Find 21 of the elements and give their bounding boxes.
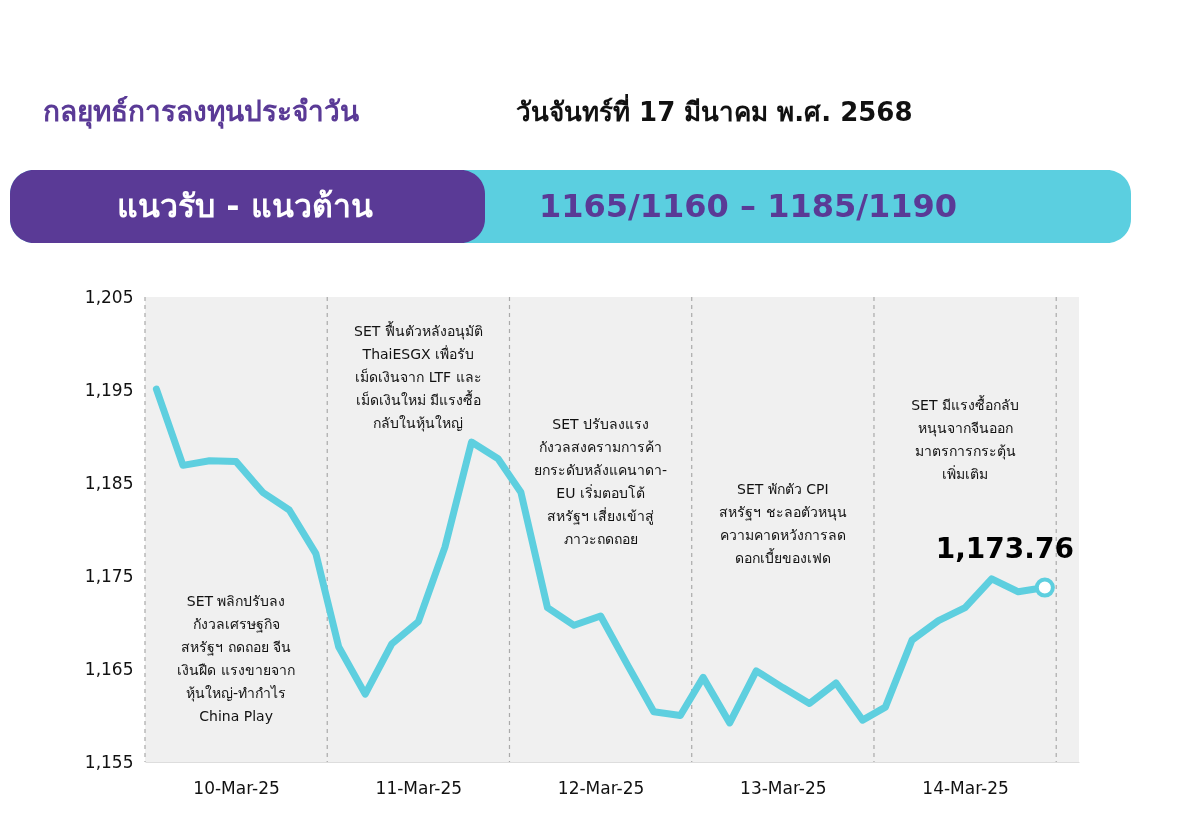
text: แนวรับ - แนวต้าน bbox=[117, 187, 373, 225]
annotation: SET ฟื้นตัวหลังอนุมัติ ThaiESGX เพื่อรับ เม็ดเงินจาก LTF และ เม็ดเงินใหม่ มีแรงซื้อ กลับในหุ้นใหญ่ bbox=[354, 320, 483, 432]
annotation: SET ปรับลงแรง กังวลสงครามการค้า ยกระดับหลังแคนาดา- EU เริ่มตอบโต้ สหรัฐฯ เสี่ยงเข้าสู่ ภาวะถดถอย bbox=[534, 415, 668, 547]
annotation: SET มีแรงซื้อกลับ หนุนจากจีนออก มาตรการกระตุ้น เพิ่มเติม bbox=[911, 395, 1019, 483]
y-tick-label: 1,155 bbox=[84, 751, 134, 772]
x-tick-label: 11-Mar-25 bbox=[375, 777, 463, 798]
y-tick-label: 1,195 bbox=[84, 379, 134, 400]
y-tick-label: 1,185 bbox=[84, 472, 134, 493]
x-tick-label: 13-Mar-25 bbox=[740, 777, 827, 798]
annotation: SET พลิกปรับลง กังวลเศรษฐกิจ สหรัฐฯ ถดถอย จีน เงินฝืด แรงขายจาก หุ้นใหญ่-ทำกำไร China Play bbox=[177, 592, 295, 724]
chart-title: กลยุทธ์การลงทุนประจำวัน bbox=[43, 95, 359, 129]
y-tick-label: 1,205 bbox=[84, 286, 134, 307]
x-tick-label: 14-Mar-25 bbox=[922, 777, 1009, 798]
annotation: SET พักตัว CPI สหรัฐฯ ชะลอตัวหนุน ความคาดหวังการลด ดอกเบี้ยของเฟด bbox=[719, 481, 847, 566]
x-tick-label: 12-Mar-25 bbox=[557, 777, 645, 798]
text: 1165/1160 – 1185/1190 bbox=[539, 187, 957, 225]
y-tick-label: 1,165 bbox=[84, 658, 134, 679]
data-label: 1,173.76 bbox=[935, 531, 1074, 565]
y-tick-label: 1,175 bbox=[84, 565, 134, 586]
chart-subtitle: วันจันทร์ที่ 17 มีนาคม พ.ศ. 2568 bbox=[516, 93, 913, 127]
x-tick-label: 10-Mar-25 bbox=[193, 777, 280, 798]
